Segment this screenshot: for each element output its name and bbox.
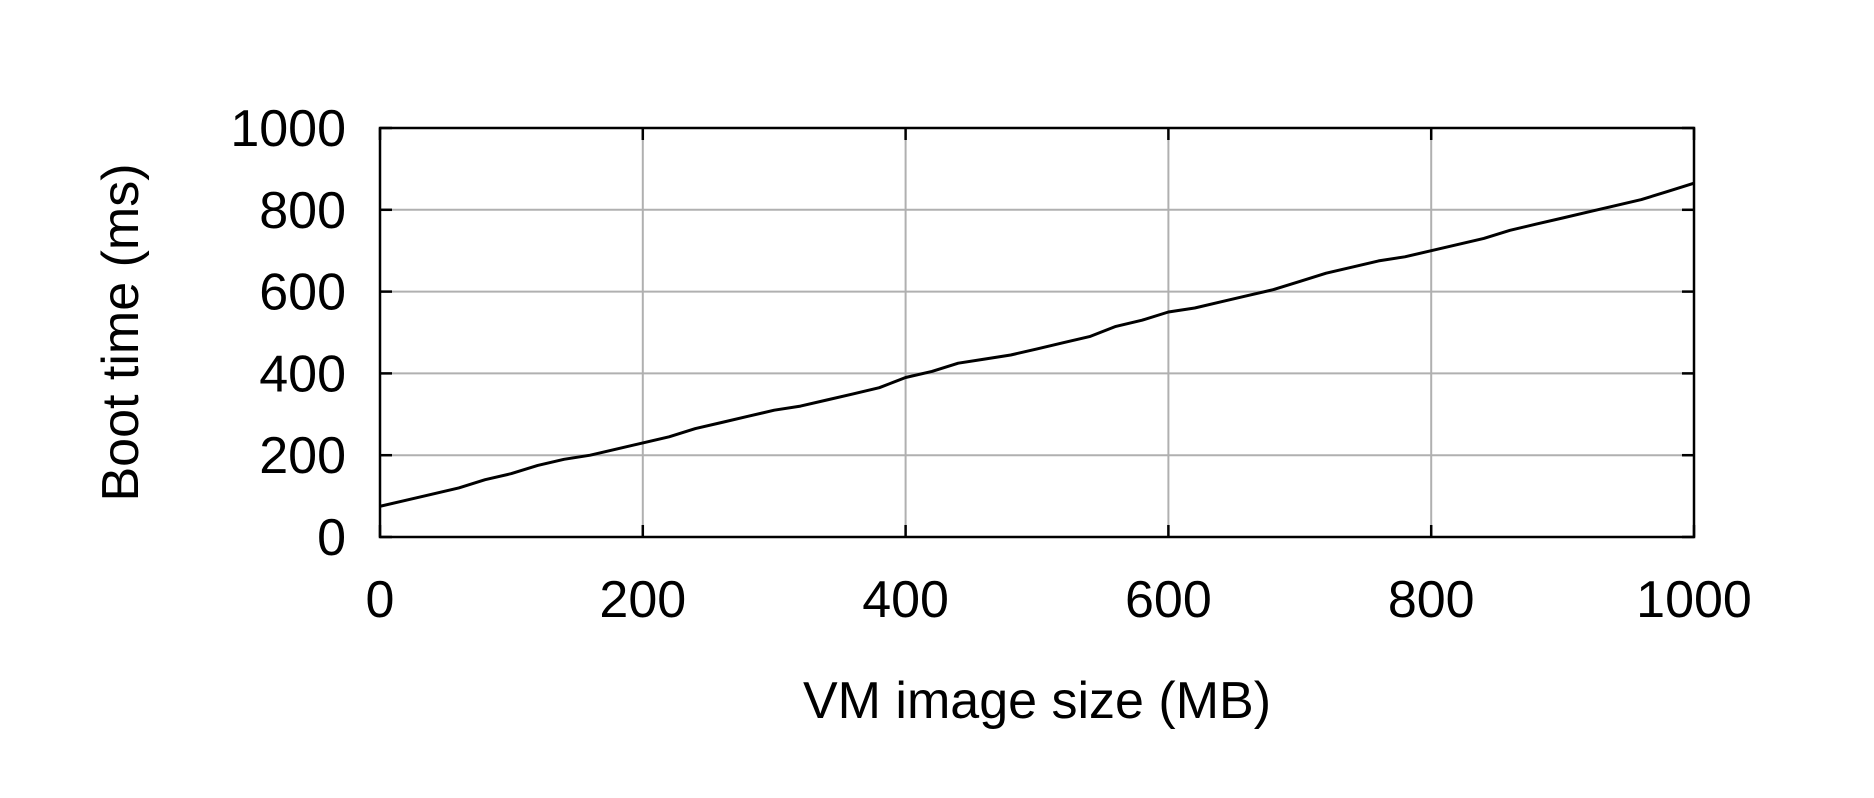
y-tick-label: 0	[317, 509, 346, 567]
y-tick-labels: 0 200 400 600 800 1000	[230, 100, 346, 567]
y-tick-label: 1000	[230, 100, 346, 158]
x-tick-label: 400	[862, 571, 949, 629]
plot-frame	[378, 126, 1696, 539]
y-tick-label: 200	[259, 427, 346, 485]
x-tick-label: 1000	[1636, 571, 1752, 629]
series-line	[379, 181, 1695, 508]
x-tick-label: 0	[366, 571, 395, 629]
y-axis-title: Boot time (ms)	[92, 163, 150, 501]
x-tick-label: 200	[599, 571, 686, 629]
x-axis-title: VM image size (MB)	[803, 672, 1271, 730]
y-tick-label: 400	[259, 345, 346, 403]
y-tick-label: 800	[259, 182, 346, 240]
x-tick-labels: 0 200 400 600 800 1000	[366, 571, 1752, 629]
tick-marks	[378, 126, 1696, 539]
x-tick-label: 800	[1388, 571, 1475, 629]
series-layer	[379, 181, 1695, 508]
grid-lines	[380, 128, 1694, 537]
x-tick-label: 600	[1125, 571, 1212, 629]
y-tick-label: 600	[259, 264, 346, 322]
